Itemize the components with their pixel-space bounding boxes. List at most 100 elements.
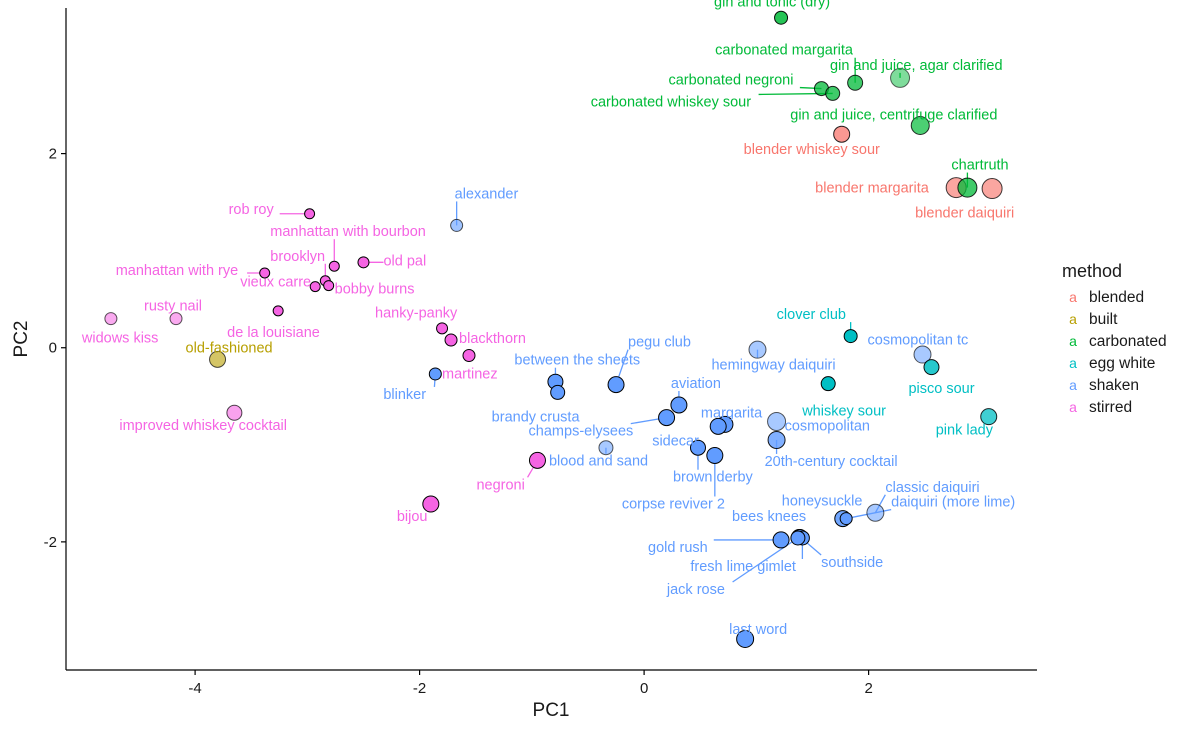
label-aviation: aviation	[671, 376, 721, 392]
label-negroni: negroni	[476, 477, 524, 493]
x-tick-label: -2	[413, 680, 426, 697]
label-honeysuckle: honeysuckle	[782, 494, 863, 510]
label-whiskey-sour: whiskey sour	[801, 404, 886, 420]
label-southside: southside	[821, 555, 883, 571]
label-corpse-reviver-2: corpse reviver 2	[622, 496, 725, 512]
data-point-labels: gin and tonic (dry)carbonated margaritag…	[81, 0, 1015, 638]
label-carbonated-whiskey-sour: carbonated whiskey sour	[591, 94, 752, 110]
point-20th-century-cocktail	[767, 430, 786, 449]
y-axis-title: PC2	[11, 321, 32, 358]
point-clover-club	[843, 329, 858, 344]
label-bijou: bijou	[397, 509, 428, 525]
point-brandy-crusta	[550, 384, 566, 400]
label-improved-whiskey-cocktail: improved whiskey cocktail	[119, 418, 287, 434]
label-champs-elysees: champs-elysees	[529, 424, 634, 440]
label-jack-rose: jack rose	[666, 582, 725, 598]
label-blackthorn: blackthorn	[459, 331, 526, 347]
legend-label: blended	[1089, 289, 1144, 306]
legend-item-built: a built	[1069, 311, 1118, 328]
label-pink-lady: pink lady	[936, 423, 994, 439]
label-old-pal: old pal	[383, 253, 426, 269]
legend-title: method	[1062, 261, 1122, 281]
point-cosmopolitan	[767, 412, 787, 432]
label-blender-daiquiri: blender daiquiri	[915, 206, 1014, 222]
point-aviation	[670, 396, 688, 414]
point-pegu-club	[607, 376, 625, 394]
point-champs-elysees	[658, 409, 676, 427]
point-hanky-panky	[436, 322, 449, 335]
label-blinker: blinker	[383, 387, 426, 403]
label-gin-and-juice-centrifuge-clarified: gin and juice, centrifuge clarified	[790, 107, 997, 123]
legend-label: carbonated	[1089, 333, 1167, 350]
label-carbonated-negroni: carbonated negroni	[668, 73, 793, 89]
label-hemingway-daiquiri: hemingway daiquiri	[711, 358, 835, 374]
point-rusty-nail	[169, 312, 183, 326]
point-bijou	[422, 495, 440, 513]
point-hemingway-daiquiri	[748, 340, 767, 359]
legend-key-glyph: a	[1069, 311, 1077, 327]
point-chartruth	[957, 177, 978, 198]
label-old-fashioned: old-fashioned	[186, 340, 273, 356]
legend-key-glyph: a	[1069, 289, 1077, 305]
label-carbonated-margarita: carbonated margarita	[715, 43, 854, 59]
legend-key-glyph: a	[1069, 355, 1077, 371]
label-last-word: last word	[729, 622, 787, 638]
label-brooklyn: brooklyn	[270, 249, 325, 265]
legend-item-carbonated: a carbonated	[1069, 333, 1166, 350]
legend-key-glyph: a	[1069, 333, 1077, 349]
label-fresh-lime-gimlet: fresh lime gimlet	[690, 559, 796, 575]
point-jack-rose	[790, 530, 806, 546]
label-martinez: martinez	[442, 367, 498, 383]
legend-label: egg white	[1089, 355, 1155, 372]
label-20th-century-cocktail: 20th-century cocktail	[765, 454, 898, 470]
label-clover-club: clover club	[777, 307, 846, 323]
point-negroni	[528, 451, 546, 469]
label-between-the-sheets: between the sheets	[514, 353, 640, 369]
label-manhattan-with-rye: manhattan with rye	[116, 263, 239, 279]
point-manhattan-with-rye	[259, 267, 271, 279]
point-carbonated-whiskey-sour	[825, 85, 841, 101]
point-pisco-sour	[923, 359, 940, 376]
legend-label: stirred	[1089, 399, 1132, 416]
point-vieux-carre	[309, 281, 321, 293]
point-alexander	[450, 218, 464, 232]
label-gin-and-juice-agar-clarified: gin and juice, agar clarified	[830, 58, 1003, 74]
y-tick-label: 0	[49, 340, 57, 357]
label-chartruth: chartruth	[951, 158, 1008, 174]
label-daiquiri-more-lime: daiquiri (more lime)	[891, 495, 1015, 511]
point-gin-and-juice-centrifuge-clarified	[910, 115, 930, 135]
label-bobby-burns: bobby burns	[335, 282, 415, 298]
point-martinez	[462, 349, 476, 363]
legend-key-glyph: a	[1069, 399, 1077, 415]
label-manhattan-with-bourbon: manhattan with bourbon	[270, 224, 426, 240]
label-hanky-panky: hanky-panky	[375, 305, 458, 321]
y-tick-label: -2	[44, 534, 57, 551]
legend-label: shaken	[1089, 377, 1139, 394]
label-bees-knees: bees knees	[732, 509, 806, 525]
point-gold-rush	[772, 531, 790, 549]
point-manhattan-with-bourbon	[328, 260, 340, 272]
label-gin-and-tonic-dry: gin and tonic (dry)	[714, 0, 830, 11]
label-pegu-club: pegu club	[628, 335, 691, 351]
legend-item-blended: a blended	[1069, 289, 1144, 306]
point-last-word	[736, 629, 755, 648]
x-axis-title: PC1	[533, 700, 570, 721]
x-ticks: -4 -2 0 2	[188, 670, 873, 697]
point-blackthorn	[444, 333, 458, 347]
point-blender-whiskey-sour	[833, 125, 851, 143]
point-old-pal	[357, 256, 370, 269]
label-blood-and-sand: blood and sand	[549, 454, 648, 470]
label-blender-whiskey-sour: blender whiskey sour	[744, 142, 880, 158]
label-brandy-crusta: brandy crusta	[492, 409, 581, 425]
label-blender-margarita: blender margarita	[815, 181, 930, 197]
x-tick-label: -4	[188, 680, 201, 697]
y-ticks: -2 0 2	[44, 146, 66, 551]
label-brown-derby: brown derby	[673, 470, 754, 486]
x-tick-label: 2	[864, 680, 872, 697]
label-vieux-carre: vieux carre	[240, 275, 311, 291]
axes	[65, 8, 1037, 671]
point-daiquiri-more-lime	[839, 512, 853, 526]
label-rusty-nail: rusty nail	[144, 299, 202, 315]
